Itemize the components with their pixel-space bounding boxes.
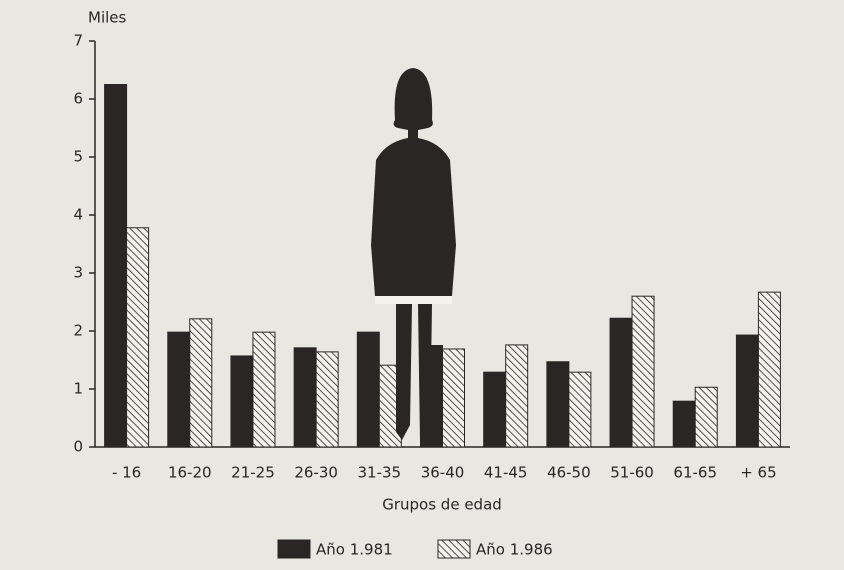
y-tick-label: 5	[73, 148, 83, 166]
bar	[126, 227, 150, 448]
x-tick-label: - 16	[112, 464, 141, 482]
bar	[293, 347, 317, 448]
x-tick-label: 41-45	[484, 464, 528, 482]
x-tick-label: 51-60	[610, 464, 654, 482]
legend-swatch	[277, 539, 311, 559]
x-tick-label: 21-25	[231, 464, 275, 482]
bar	[694, 386, 718, 448]
y-tick-label: 1	[73, 380, 83, 398]
bar	[631, 295, 655, 448]
x-tick-label: + 65	[740, 464, 776, 482]
bar	[757, 291, 781, 448]
bar	[167, 331, 191, 448]
bar	[505, 344, 529, 448]
y-tick-label: 6	[73, 90, 83, 108]
silhouette	[371, 68, 456, 442]
plot: 0 1 2 3 4 5 6 7 - 16 16-20 21-25 26-30 31-35 36-40 41-…	[73, 32, 790, 559]
legend-swatch	[437, 539, 471, 559]
bar	[609, 317, 633, 448]
x-tick-label: 46-50	[547, 464, 591, 482]
x-tick-label: 26-30	[294, 464, 338, 482]
bar	[230, 355, 254, 448]
y-tick-label: 2	[73, 322, 83, 340]
y-tick-label: 7	[73, 32, 83, 50]
bar	[483, 371, 507, 448]
y-tick-label: 3	[73, 264, 83, 282]
bar	[672, 400, 696, 448]
bar	[546, 361, 570, 448]
x-tick-label: 36-40	[421, 464, 465, 482]
bar	[356, 331, 380, 448]
y-axis-title: Miles	[88, 9, 127, 27]
bar	[735, 334, 759, 448]
y-tick-label: 0	[73, 438, 83, 456]
x-tick-label: 16-20	[168, 464, 212, 482]
x-tick-label: 61-65	[673, 464, 717, 482]
x-axis-title: Grupos de edad	[382, 496, 502, 514]
y-tick-label: 4	[73, 206, 83, 224]
x-tick-label: 31-35	[358, 464, 402, 482]
bar	[315, 351, 339, 448]
bar	[104, 84, 128, 448]
bar	[189, 318, 213, 448]
bar	[442, 348, 465, 448]
bar	[568, 371, 592, 448]
bar	[252, 331, 276, 448]
legend-label: Año 1.981	[316, 541, 393, 559]
legend-label: Año 1.986	[476, 541, 553, 559]
